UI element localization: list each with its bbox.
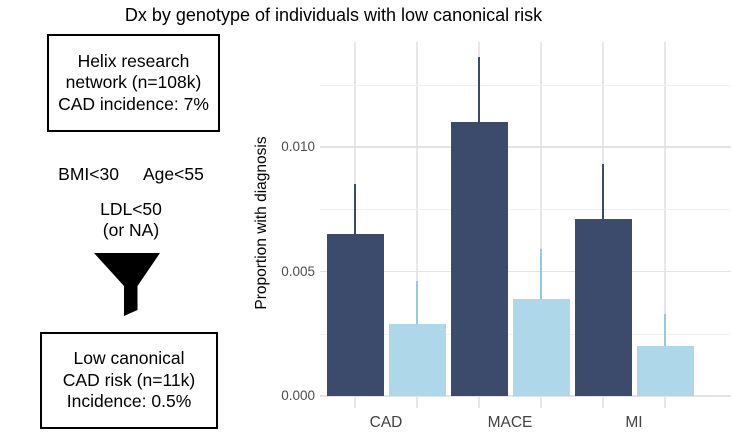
bar-MACE-dark-navy bbox=[450, 122, 508, 396]
cohort-box-top-line: CAD incidence: 7% bbox=[58, 93, 209, 114]
gridline-minor bbox=[320, 84, 731, 86]
errorbar-MI-light-blue bbox=[664, 313, 666, 347]
bar-CAD-light-blue bbox=[388, 323, 446, 396]
criteria-bmi: BMI<30 bbox=[58, 164, 119, 184]
gridline-major bbox=[320, 270, 731, 273]
gridline-minor bbox=[320, 209, 731, 211]
x-tick-label: MACE bbox=[487, 414, 533, 431]
y-tick-label: 0.005 bbox=[281, 263, 315, 279]
errorbar-MACE-light-blue bbox=[540, 249, 542, 299]
gridline-major bbox=[320, 146, 731, 148]
filter-criteria-row: BMI<30 Age<55 bbox=[0, 164, 262, 185]
cohort-box-top-line: network (n=108k) bbox=[65, 72, 202, 93]
gridline-vertical bbox=[664, 42, 666, 408]
errorbar-CAD-light-blue bbox=[416, 281, 418, 324]
bar-CAD-dark-navy bbox=[326, 234, 384, 396]
criteria-ldl-note: (or NA) bbox=[102, 220, 160, 240]
criteria-age: Age<55 bbox=[142, 164, 204, 184]
errorbar-MI-dark-navy bbox=[602, 164, 604, 220]
cohort-box-bottom: Low canonical CAD risk (n=11k) Incidence… bbox=[40, 332, 218, 429]
y-tick-label: 0.010 bbox=[281, 139, 315, 154]
criteria-ldl: LDL<50 bbox=[100, 199, 162, 219]
gridline-vertical bbox=[416, 42, 418, 408]
errorbar-CAD-dark-navy bbox=[354, 184, 356, 235]
funnel-icon bbox=[94, 253, 160, 316]
chart-title: Dx by genotype of individuals with low c… bbox=[124, 5, 543, 25]
cohort-box-top-line: Helix research bbox=[77, 50, 190, 71]
cohort-box-bottom-line: Incidence: 0.5% bbox=[66, 391, 192, 412]
y-tick-label: 0.000 bbox=[281, 388, 315, 403]
y-axis-title: Proportion with diagnosis bbox=[253, 136, 270, 310]
x-tick-label: CAD bbox=[369, 414, 403, 431]
gridline-vertical bbox=[540, 42, 542, 408]
cohort-box-top: Helix research network (n=108k) CAD inci… bbox=[47, 34, 220, 132]
x-tick-label: MI bbox=[625, 414, 643, 431]
cohort-box-bottom-line: CAD risk (n=11k) bbox=[62, 369, 196, 390]
filter-criteria-ldl: LDL<50 (or NA) bbox=[0, 199, 262, 241]
cohort-box-bottom-line: Low canonical bbox=[73, 348, 185, 369]
errorbar-MACE-dark-navy bbox=[478, 57, 480, 123]
bar-MI-dark-navy bbox=[574, 219, 632, 396]
gridline-major bbox=[320, 395, 731, 397]
bar-MACE-light-blue bbox=[512, 298, 570, 396]
bar-MI-light-blue bbox=[636, 346, 694, 396]
